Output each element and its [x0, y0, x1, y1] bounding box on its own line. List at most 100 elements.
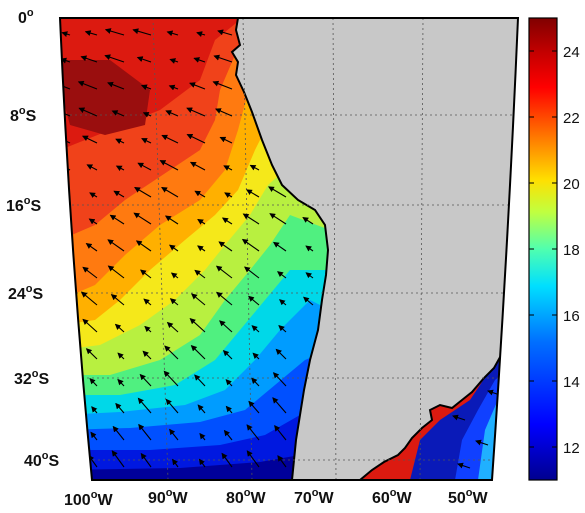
- wind-arrow: [251, 325, 260, 333]
- longitude-labels: 100oW 90oW 80oW 70oW 60oW 50oW: [64, 487, 489, 509]
- wind-arrow: [109, 214, 125, 225]
- wind-arrow: [60, 372, 71, 387]
- wind-arrow: [137, 397, 152, 414]
- wind-vectors: [60, 28, 501, 469]
- wind-arrow: [251, 377, 260, 387]
- wind-arrow: [305, 272, 314, 279]
- wind-arrow: [159, 160, 179, 171]
- wind-arrow: [248, 295, 260, 306]
- wind-arrow: [136, 56, 152, 63]
- colorbar-label-22: 22: [563, 110, 580, 127]
- wind-arrow: [161, 134, 179, 144]
- lon-label-70w: 70oW: [294, 487, 335, 507]
- wind-arrow: [168, 244, 179, 252]
- map-panel: [60, 18, 518, 480]
- wind-arrow: [224, 192, 233, 199]
- wind-arrow: [190, 344, 206, 360]
- wind-arrow: [60, 402, 71, 414]
- wind-arrow: [86, 164, 98, 171]
- wind-arrow: [197, 218, 206, 225]
- wind-arrow: [141, 138, 152, 144]
- wind-arrow: [144, 325, 152, 333]
- wind-arrow: [62, 245, 71, 252]
- wind-arrow: [107, 239, 125, 252]
- wind-arrow: [135, 240, 152, 252]
- wind-arrow: [111, 110, 125, 117]
- wind-arrow: [139, 373, 152, 387]
- wind-arrow: [172, 458, 179, 468]
- wind-arrow: [252, 352, 260, 360]
- lon-label-50w: 50oW: [448, 487, 489, 507]
- wind-arrow: [85, 348, 98, 360]
- wind-arrow: [303, 296, 314, 306]
- wind-arrow: [165, 110, 179, 117]
- lat-label-0: 0o: [18, 7, 34, 27]
- wind-arrow: [166, 321, 179, 333]
- wind-arrow: [165, 398, 179, 414]
- wind-arrow: [274, 425, 287, 441]
- wind-arrow: [60, 218, 71, 225]
- sst-band-12: [60, 400, 330, 480]
- wind-arrow: [163, 370, 179, 387]
- wind-arrow: [216, 291, 233, 306]
- wind-arrow: [225, 379, 233, 387]
- wind-arrow: [279, 299, 287, 306]
- wind-arrow: [115, 138, 125, 145]
- wind-arrow: [107, 81, 125, 90]
- lon-label-100w: 100oW: [64, 489, 113, 509]
- wind-arrow: [140, 452, 152, 468]
- wind-arrow: [78, 107, 98, 117]
- lon-label-90w: 90oW: [148, 487, 189, 507]
- wind-arrow: [91, 406, 98, 414]
- wind-arrow: [60, 295, 71, 306]
- wind-arrow: [88, 218, 98, 225]
- colorbar-ticks: [529, 50, 557, 448]
- wind-arrow: [107, 265, 125, 279]
- wind-arrow: [61, 31, 71, 38]
- lon-label-80w: 80oW: [226, 487, 267, 507]
- wind-arrow: [246, 189, 260, 198]
- wind-arrow: [104, 28, 125, 36]
- wind-arrow: [186, 107, 206, 117]
- wind-arrow: [60, 344, 71, 360]
- wind-arrow: [249, 164, 260, 171]
- wind-arrow: [197, 245, 206, 252]
- wind-arrow: [278, 325, 287, 333]
- wind-arrow: [198, 458, 206, 468]
- wind-arrow: [85, 243, 98, 252]
- wind-arrow: [191, 293, 206, 306]
- wind-arrow: [186, 133, 206, 144]
- wind-arrow: [194, 269, 206, 279]
- wind-arrow: [112, 425, 125, 441]
- wind-arrow: [218, 241, 233, 252]
- wind-arrow: [194, 190, 206, 198]
- lat-label-16s: 16oS: [6, 195, 42, 215]
- wind-arrow: [457, 462, 471, 469]
- wind-arrow: [269, 213, 287, 225]
- wind-arrow: [199, 432, 206, 441]
- wind-arrow: [197, 404, 206, 414]
- lat-label-32s: 32oS: [14, 368, 50, 388]
- wind-arrow: [137, 162, 152, 171]
- wind-arrow: [169, 298, 179, 306]
- wind-arrow: [142, 350, 152, 360]
- wind-arrow: [84, 30, 98, 36]
- wind-arrow: [189, 82, 206, 90]
- wind-arrow: [277, 455, 287, 468]
- colorbar-label-24: 24: [563, 44, 580, 61]
- wind-arrow: [161, 186, 179, 198]
- wind-arrow: [221, 452, 233, 468]
- latitude-labels: 0o 8oS 16oS 24oS 32oS 40oS: [6, 7, 60, 470]
- colorbar-label-18: 18: [563, 242, 580, 259]
- wind-arrow: [82, 318, 98, 333]
- wind-arrow: [475, 439, 489, 446]
- wind-arrow: [140, 269, 152, 279]
- wind-arrow: [115, 402, 125, 414]
- wind-arrow: [219, 136, 233, 144]
- lat-label-24s: 24oS: [8, 283, 44, 303]
- wind-arrow: [90, 431, 98, 441]
- colorbar: 12 14 16 18 20 22 24: [528, 17, 580, 481]
- wind-arrow: [241, 238, 260, 252]
- wind-arrow: [215, 265, 233, 279]
